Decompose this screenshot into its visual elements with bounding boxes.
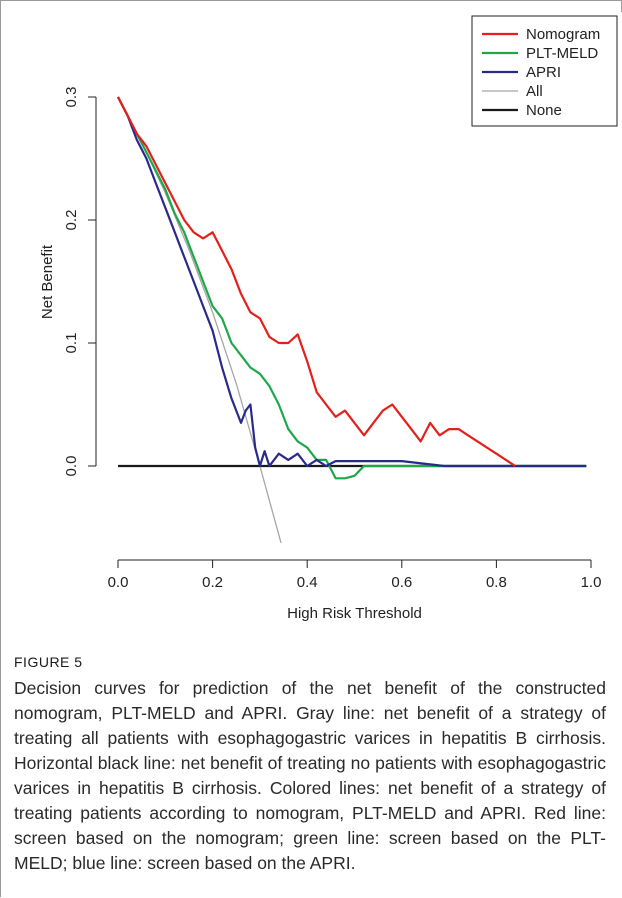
y-tick-label: 0.3 [63, 87, 80, 108]
series-line-apri [117, 96, 587, 468]
x-tick-label: 0.4 [297, 574, 318, 591]
y-tick-label: 0.2 [63, 210, 80, 231]
x-tick-label: 0.8 [486, 574, 507, 591]
legend-label: APRI [526, 64, 561, 81]
y-tick-label: 0.1 [63, 333, 80, 354]
x-tick-label: 1.0 [581, 574, 602, 591]
legend-label: All [526, 83, 543, 100]
y-axis-label: Net Benefit [39, 244, 56, 319]
legend-label: Nomogram [526, 26, 600, 43]
x-tick-label: 0.6 [391, 574, 412, 591]
legend-label: None [526, 102, 562, 119]
x-tick-label: 0.0 [108, 574, 129, 591]
legend-label: PLT-MELD [526, 45, 598, 62]
y-tick-label: 0.0 [63, 456, 80, 477]
series-line-all [117, 96, 282, 543]
series-line-plt-meld [117, 96, 587, 480]
series-line-nomogram [117, 96, 516, 467]
x-tick-label: 0.2 [202, 574, 223, 591]
x-axis-label: High Risk Threshold [287, 605, 422, 622]
decision-curve-chart: 0.0 0.2 0.4 0.6 0.8 1.0 High Risk Threshold 0.0… [12, 12, 620, 632]
figure-label: FIGURE 5 [14, 654, 83, 670]
chart-svg: 0.0 0.2 0.4 0.6 0.8 1.0 High Risk Threshold 0.0… [39, 15, 618, 622]
figure-caption: Decision curves for prediction of the ne… [14, 678, 606, 873]
